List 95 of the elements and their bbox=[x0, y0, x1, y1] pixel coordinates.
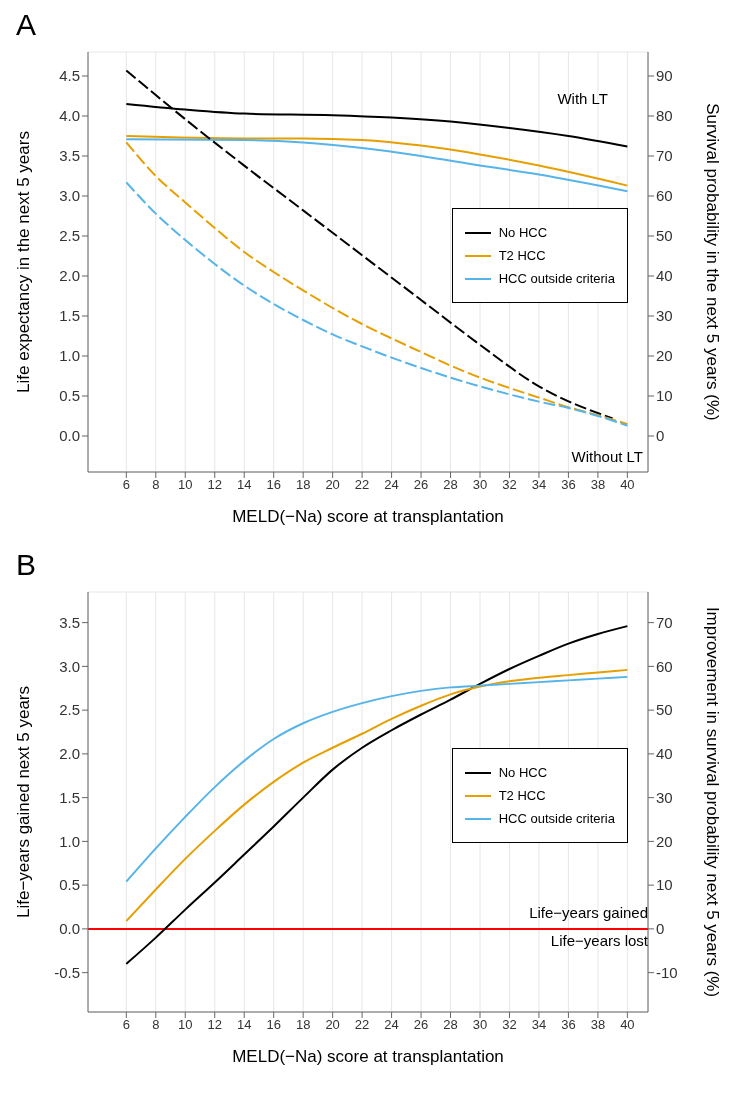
x-tick-label: 10 bbox=[178, 477, 193, 493]
y2-tick-label: -10 bbox=[656, 963, 678, 981]
x-axis-title: MELD(−Na) score at transplantation bbox=[232, 507, 504, 526]
y2-tick-label: 70 bbox=[656, 613, 673, 631]
x-tick-label: 28 bbox=[443, 477, 458, 493]
y2-tick-label: 30 bbox=[656, 307, 673, 325]
y2-axis-title: Improvement in survival probability next 5 years (%) bbox=[702, 606, 722, 998]
line-series bbox=[125, 135, 629, 187]
legend-label: No HCC bbox=[498, 765, 548, 780]
y2-tick-label: 20 bbox=[656, 832, 673, 850]
x-axis-title: MELD(−Na) score at transplantation bbox=[232, 1047, 504, 1066]
y-axis-title: Life expectancy in the next 5 years bbox=[14, 131, 34, 393]
y2-tick-label: 60 bbox=[656, 187, 673, 205]
x-tick-label: 26 bbox=[413, 477, 429, 493]
x-tick-label: 12 bbox=[207, 477, 222, 493]
legend-label: T2 HCC bbox=[498, 248, 546, 263]
chart-title: A bbox=[16, 8, 37, 42]
x-tick-label: 22 bbox=[354, 1017, 370, 1033]
y2-tick-label: 50 bbox=[656, 701, 673, 719]
annotation: Life−years lost bbox=[550, 932, 648, 949]
legend-label: HCC outside criteria bbox=[498, 811, 615, 826]
y2-tick-label: 0 bbox=[656, 920, 665, 938]
x-tick-label: 14 bbox=[236, 1017, 252, 1033]
y-tick-label: 2.0 bbox=[59, 745, 80, 763]
x-tick-label: 36 bbox=[561, 477, 576, 493]
y2-axis-title: Survival probability in the next 5 years (%) bbox=[702, 103, 722, 421]
y2-tick-label: 90 bbox=[656, 67, 673, 85]
y-tick-label: 0.5 bbox=[59, 876, 80, 894]
y-axis-title: Life−years gained next 5 years bbox=[14, 685, 34, 919]
x-tick-label: 10 bbox=[178, 1017, 193, 1033]
y-tick-label: 4.5 bbox=[59, 67, 80, 85]
y-tick-label: 2.5 bbox=[59, 227, 80, 245]
y-tick-label: 3.5 bbox=[59, 613, 80, 631]
x-tick-label: 24 bbox=[384, 477, 399, 493]
y2-tick-label: 50 bbox=[656, 227, 673, 245]
y2-tick-label: 80 bbox=[656, 107, 673, 125]
x-tick-label: 8 bbox=[152, 1017, 160, 1033]
x-tick-label: 24 bbox=[384, 1017, 399, 1033]
x-tick-label: 30 bbox=[472, 477, 488, 493]
legend-label: T2 HCC bbox=[498, 788, 546, 803]
x-tick-label: 16 bbox=[266, 1017, 281, 1033]
x-tick-label: 34 bbox=[531, 477, 547, 493]
x-tick-label: 38 bbox=[590, 1017, 606, 1033]
x-tick-label: 28 bbox=[443, 1017, 458, 1033]
y-tick-label: 1.0 bbox=[59, 347, 80, 365]
y-tick-label: 1.5 bbox=[59, 307, 80, 325]
x-tick-label: 8 bbox=[152, 477, 160, 493]
y2-tick-label: 30 bbox=[656, 788, 673, 806]
y2-tick-label: 20 bbox=[656, 347, 673, 365]
x-tick-label: 32 bbox=[502, 1017, 517, 1033]
y2-tick-label: 40 bbox=[656, 745, 673, 763]
x-tick-label: 40 bbox=[620, 1017, 635, 1033]
y-tick-label: 1.0 bbox=[59, 832, 80, 850]
y-tick-label: 0.0 bbox=[59, 920, 80, 938]
y-tick-label: -0.5 bbox=[54, 963, 80, 981]
y-tick-label: 0.0 bbox=[59, 427, 80, 445]
x-tick-label: 16 bbox=[266, 477, 281, 493]
legend-label: No HCC bbox=[498, 225, 548, 240]
y2-tick-label: 60 bbox=[656, 657, 673, 675]
y-tick-label: 2.5 bbox=[59, 701, 80, 719]
x-tick-label: 32 bbox=[502, 477, 517, 493]
x-tick-label: 6 bbox=[122, 477, 130, 493]
line-series bbox=[125, 675, 629, 883]
y2-tick-label: 10 bbox=[656, 876, 673, 894]
y-tick-label: 0.5 bbox=[59, 387, 80, 405]
annotation: Life−years gained bbox=[529, 904, 648, 921]
y-tick-label: 3.5 bbox=[59, 147, 80, 165]
chart-title: B bbox=[16, 548, 37, 582]
x-tick-label: 18 bbox=[295, 1017, 311, 1033]
x-tick-label: 30 bbox=[472, 1017, 488, 1033]
y-tick-label: 4.0 bbox=[59, 107, 80, 125]
y2-tick-label: 40 bbox=[656, 267, 673, 285]
y-tick-label: 3.0 bbox=[59, 187, 80, 205]
x-tick-label: 26 bbox=[413, 1017, 429, 1033]
y2-tick-label: 70 bbox=[656, 147, 673, 165]
y2-tick-label: 10 bbox=[656, 387, 673, 405]
x-tick-label: 38 bbox=[590, 477, 606, 493]
x-tick-label: 22 bbox=[354, 477, 370, 493]
x-tick-label: 34 bbox=[531, 1017, 547, 1033]
x-tick-label: 40 bbox=[620, 477, 635, 493]
x-tick-label: 12 bbox=[207, 1017, 222, 1033]
y-tick-label: 3.0 bbox=[59, 657, 80, 675]
annotation: With LT bbox=[557, 90, 608, 107]
y2-tick-label: 0 bbox=[656, 427, 665, 445]
line-series bbox=[125, 138, 629, 193]
x-tick-label: 36 bbox=[561, 1017, 576, 1033]
legend-label: HCC outside criteria bbox=[498, 271, 615, 286]
x-tick-label: 14 bbox=[236, 477, 252, 493]
y-tick-label: 1.5 bbox=[59, 788, 80, 806]
x-tick-label: 18 bbox=[295, 477, 311, 493]
annotation: Without LT bbox=[571, 448, 643, 465]
x-tick-label: 6 bbox=[122, 1017, 130, 1033]
x-tick-label: 20 bbox=[325, 1017, 340, 1033]
y-tick-label: 2.0 bbox=[59, 267, 80, 285]
x-tick-label: 20 bbox=[325, 477, 340, 493]
